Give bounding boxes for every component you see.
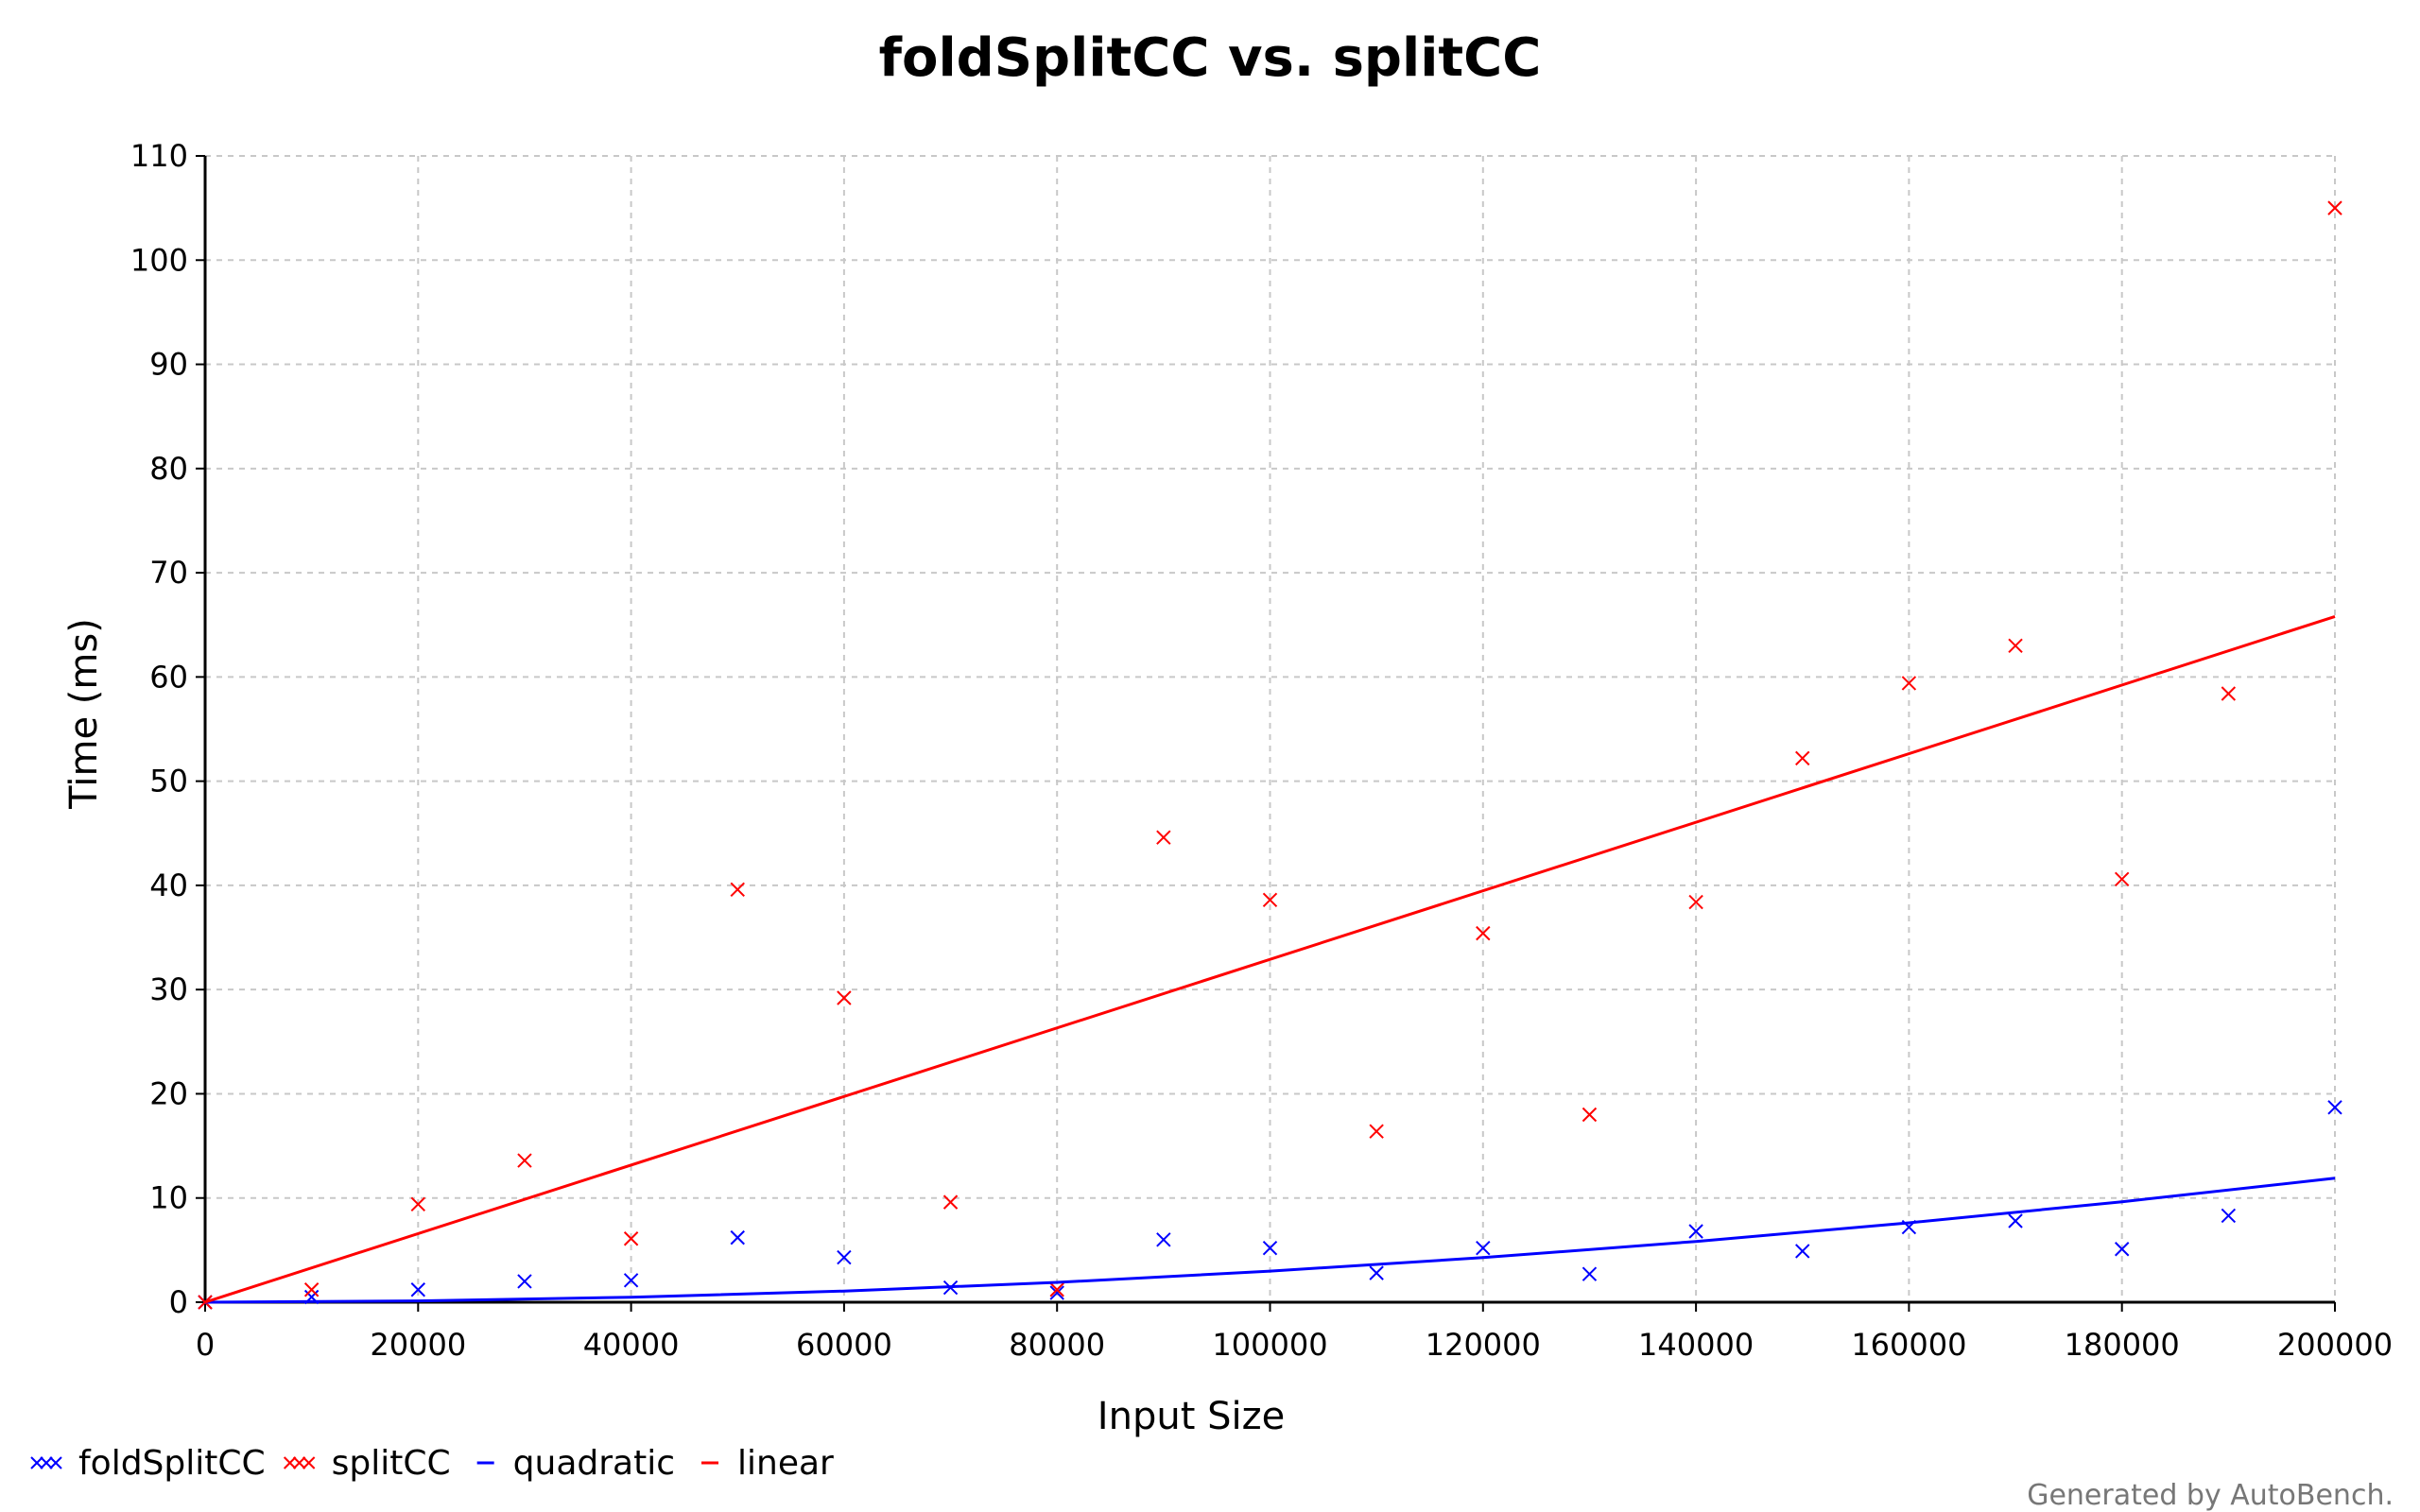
point-foldsplitcc	[1262, 1240, 1278, 1256]
footer-text: Generated by AutoBench.	[2027, 1479, 2394, 1512]
point-foldsplitcc	[837, 1249, 852, 1265]
y-tick-label: 50	[149, 764, 188, 799]
point-foldsplitcc	[623, 1273, 639, 1288]
point-splitcc	[1369, 1124, 1384, 1139]
x-tick-label: 80000	[1009, 1327, 1105, 1363]
x-tick-label: 0	[196, 1327, 215, 1363]
legend-item-splitcc: splitCC	[283, 1444, 451, 1483]
x-ticks: 0 20000 40000 60000 80000 100000 120000 140000 1…	[196, 1302, 2393, 1363]
legend: foldSplitCC splitCC quadratic linear	[30, 1444, 834, 1483]
grid	[205, 155, 2336, 1302]
point-splitcc	[410, 1196, 426, 1212]
point-splitcc	[730, 882, 745, 898]
legend-label: splitCC	[332, 1444, 451, 1483]
y-tick-label: 30	[149, 971, 188, 1007]
series-line-linear	[204, 614, 2336, 1304]
legend-label: linear	[737, 1444, 834, 1483]
point-foldsplitcc	[1049, 1285, 1064, 1300]
x-tick-label: 200000	[2277, 1327, 2393, 1363]
legend-item-quadratic: quadratic	[476, 1444, 675, 1483]
point-foldsplitcc	[1369, 1265, 1384, 1280]
legend-label: foldSplitCC	[78, 1444, 266, 1483]
series-line-quadratic	[204, 1177, 2336, 1304]
y-tick-label: 100	[130, 242, 188, 278]
y-tick-label: 0	[169, 1284, 188, 1320]
x-tick-label: 20000	[370, 1327, 466, 1363]
x-tick-label: 180000	[2065, 1327, 2180, 1363]
point-foldsplitcc	[2008, 1213, 2023, 1228]
point-splitcc	[1901, 676, 1917, 691]
x-axis-label: Input Size	[1098, 1395, 1285, 1438]
point-splitcc	[2008, 638, 2023, 653]
point-foldsplitcc	[517, 1274, 532, 1289]
point-foldsplitcc	[1795, 1244, 1810, 1259]
y-axis-label: Time (ms)	[62, 618, 106, 810]
y-tick-label: 90	[149, 347, 188, 383]
x-tick-label: 160000	[1851, 1327, 1966, 1363]
x-tick-label: 40000	[583, 1327, 680, 1363]
y-ticks: 0 10 20 30 40 50 60 70 80 90 100 110	[130, 138, 205, 1320]
legend-item-foldsplitcc: foldSplitCC	[30, 1444, 266, 1483]
point-splitcc	[1688, 894, 1703, 910]
y-tick-label: 40	[149, 868, 188, 903]
point-foldsplitcc	[410, 1282, 426, 1297]
point-foldsplitcc	[2221, 1208, 2237, 1224]
point-foldsplitcc	[2327, 1100, 2342, 1115]
point-foldsplitcc	[1156, 1232, 1171, 1247]
point-foldsplitcc	[1582, 1266, 1598, 1281]
point-splitcc	[2114, 871, 2130, 886]
point-splitcc	[1582, 1107, 1598, 1123]
point-foldsplitcc	[1476, 1240, 1491, 1256]
y-tick-label: 110	[130, 138, 188, 174]
point-splitcc	[942, 1194, 959, 1210]
point-foldsplitcc	[2114, 1242, 2130, 1257]
series-layer	[198, 200, 2342, 1310]
x-tick-label: 140000	[1638, 1327, 1754, 1363]
legend-swatch	[283, 1456, 316, 1469]
legend-swatch	[30, 1456, 62, 1469]
y-tick-label: 70	[149, 555, 188, 591]
x-tick-label: 60000	[796, 1327, 892, 1363]
point-splitcc	[1262, 892, 1278, 908]
point-splitcc	[837, 990, 852, 1005]
x-tick-label: 120000	[1426, 1327, 1541, 1363]
point-splitcc	[2221, 686, 2237, 701]
legend-item-linear: linear	[701, 1444, 834, 1483]
point-splitcc	[303, 1282, 320, 1297]
point-splitcc	[517, 1153, 532, 1168]
point-splitcc	[1049, 1282, 1064, 1297]
point-foldsplitcc	[1688, 1224, 1703, 1239]
point-splitcc	[1156, 830, 1171, 845]
y-tick-label: 10	[149, 1180, 188, 1216]
y-tick-label: 60	[149, 659, 188, 695]
point-foldsplitcc	[730, 1229, 745, 1246]
point-splitcc	[623, 1231, 639, 1246]
y-tick-label: 20	[149, 1075, 188, 1111]
legend-label: quadratic	[513, 1444, 675, 1483]
point-splitcc	[2327, 200, 2342, 215]
chart-title: foldSplitCC vs. splitCC	[879, 27, 1542, 89]
y-tick-label: 80	[149, 451, 188, 487]
point-splitcc	[1795, 750, 1810, 766]
point-splitcc	[1476, 925, 1491, 941]
x-tick-label: 100000	[1212, 1327, 1327, 1363]
